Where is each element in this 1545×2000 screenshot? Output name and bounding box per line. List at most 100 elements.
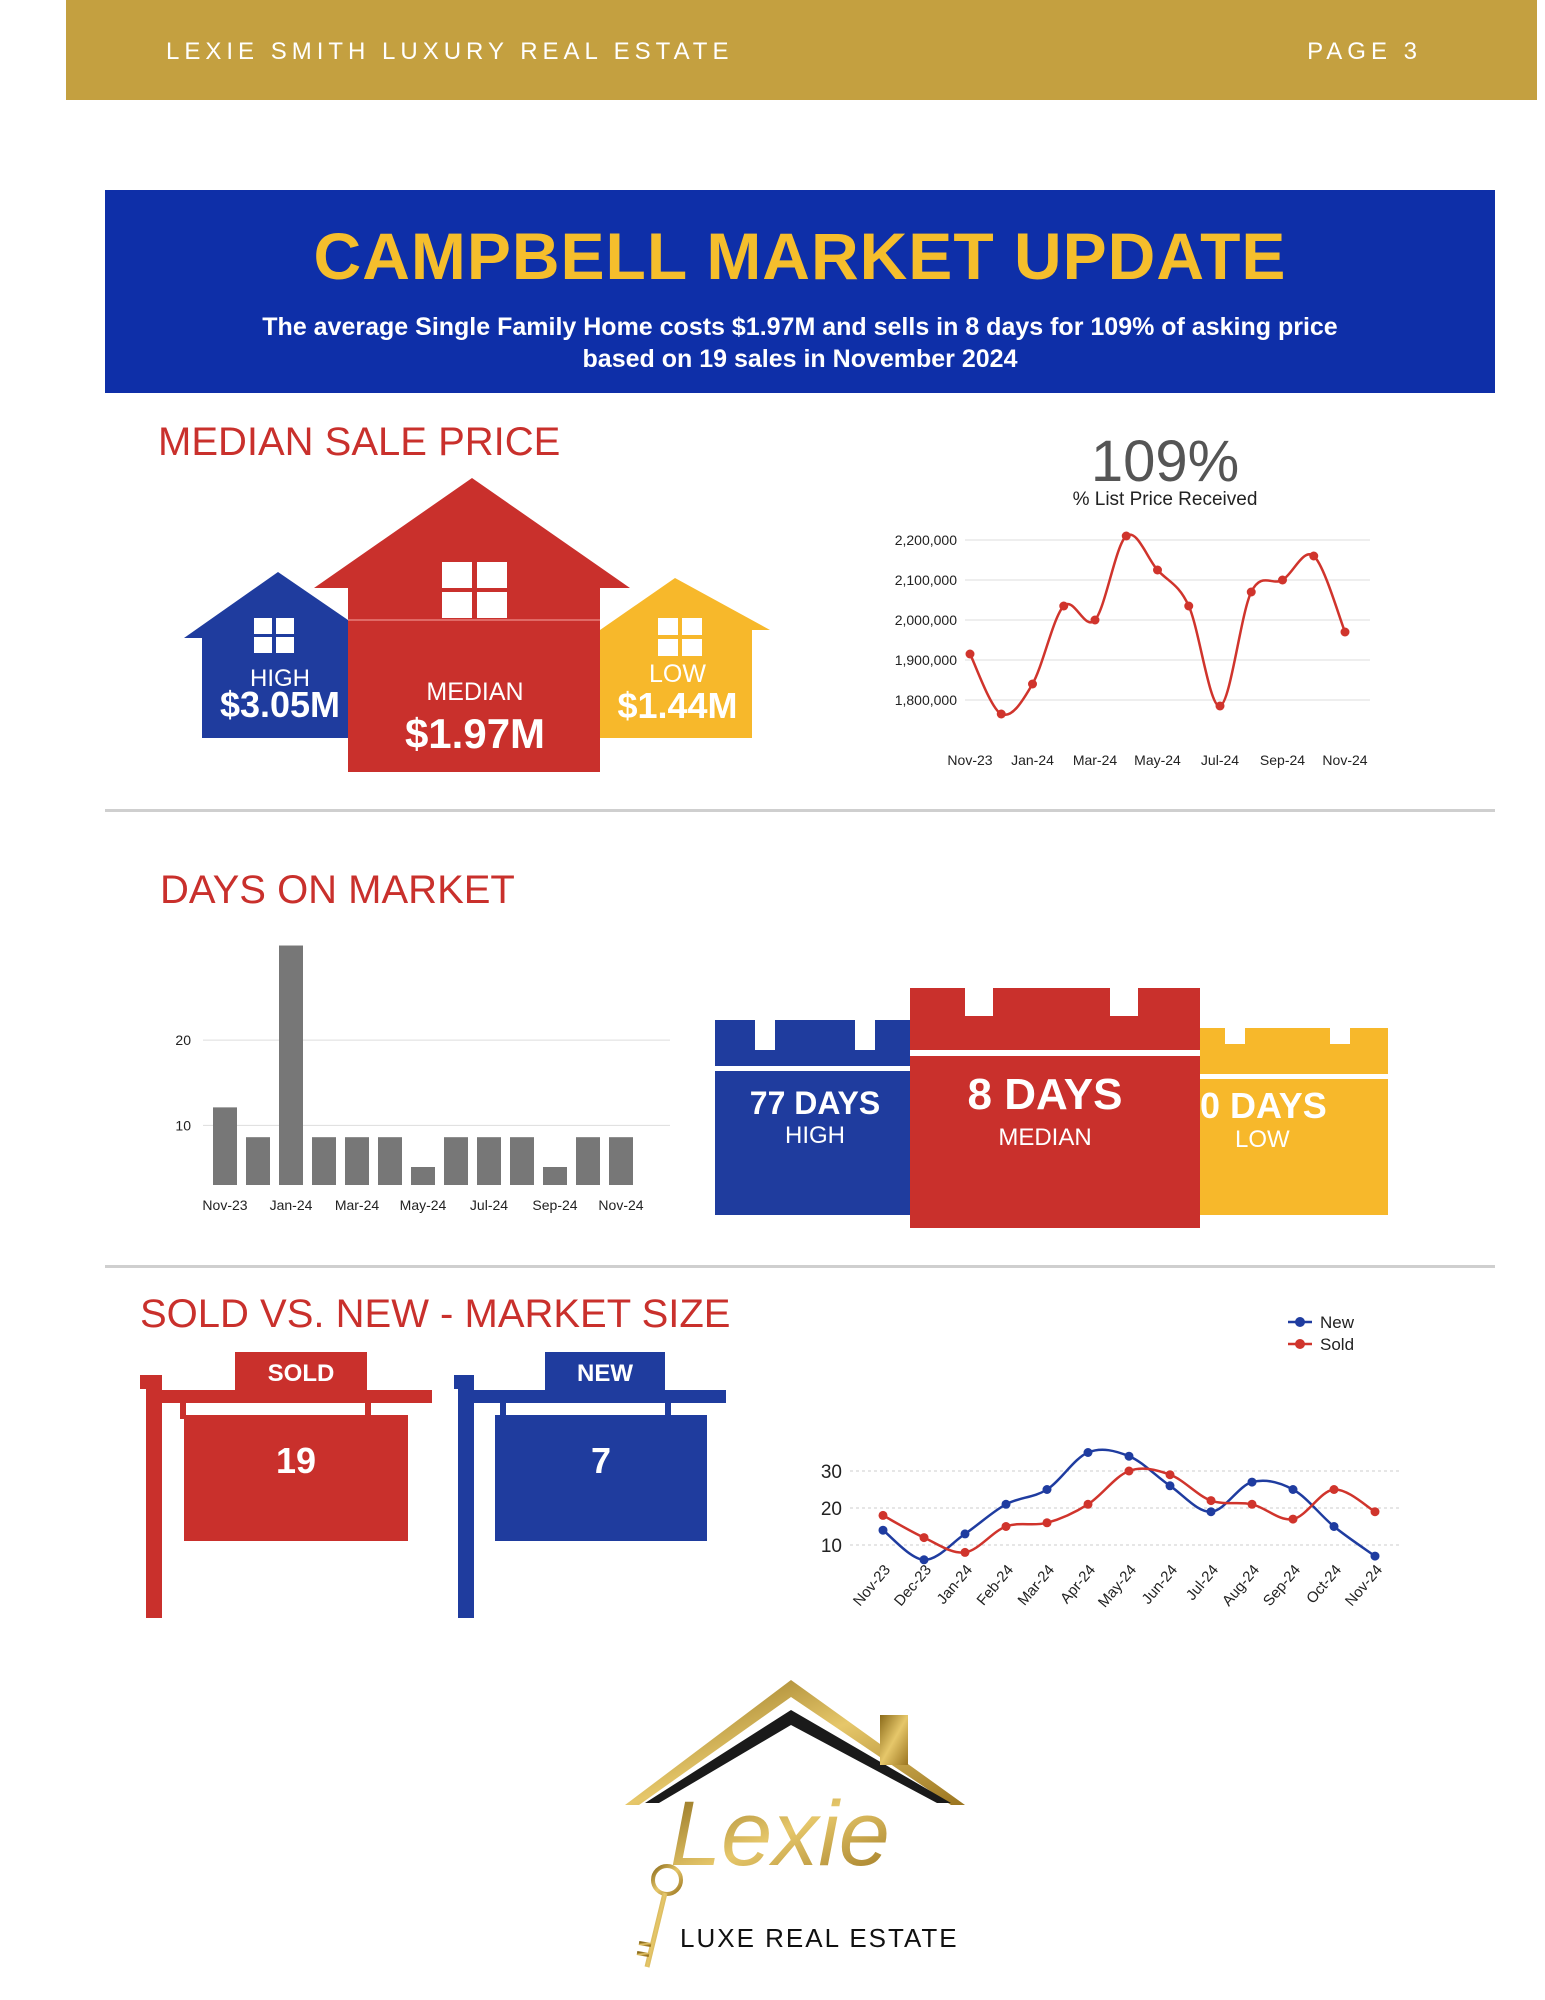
- data-point: [1121, 531, 1131, 541]
- data-point: [1206, 1507, 1216, 1517]
- price-series-line: [968, 533, 1347, 717]
- x-tick-label: Jan-24: [1011, 752, 1054, 768]
- list-price-pct-caption: % List Price Received: [1072, 489, 1258, 510]
- days-on-market-title: DAYS ON MARKET: [160, 868, 515, 912]
- market-update-banner: CAMPBELL MARKET UPDATE The average Singl…: [105, 190, 1495, 393]
- bar: [543, 1167, 567, 1185]
- sold-count: 19: [275, 1440, 317, 1481]
- x-tick-label: Nov-23: [947, 752, 992, 768]
- dom-low-value: 0 DAYS: [1200, 1085, 1327, 1126]
- section-divider: [105, 1265, 1495, 1268]
- data-point: [996, 709, 1006, 719]
- new-sign-label: NEW: [577, 1360, 633, 1387]
- data-point: [1124, 1451, 1134, 1461]
- x-tick-label: Oct-24: [1303, 1562, 1345, 1607]
- page-number: PAGE 3: [1307, 38, 1422, 65]
- data-point: [960, 1529, 970, 1539]
- dom-median-value: 8 DAYS: [967, 1070, 1123, 1119]
- data-point: [1309, 551, 1319, 561]
- x-tick-label: Sep-24: [1260, 1562, 1304, 1610]
- x-tick-label: Mar-24: [335, 1197, 380, 1213]
- sold-sign-icon: [184, 1415, 408, 1541]
- section-divider: [105, 809, 1495, 812]
- high-price-label: HIGH: [250, 665, 310, 692]
- data-point: [1124, 1466, 1134, 1476]
- data-point: [1206, 1496, 1216, 1506]
- logo-tagline: LUXE REAL ESTATE: [680, 1923, 959, 1953]
- bar: [213, 1107, 237, 1185]
- y-tick-label: 10: [175, 1117, 191, 1133]
- list-price-pct: 109%: [1090, 429, 1240, 494]
- data-point: [1370, 1551, 1380, 1561]
- header-bar: LEXIE SMITH LUXURY REAL ESTATE PAGE 3: [66, 0, 1537, 100]
- data-point: [1184, 601, 1194, 611]
- sold-sign-label: SOLD: [267, 1360, 335, 1387]
- bar: [345, 1137, 369, 1185]
- banner-title: CAMPBELL MARKET UPDATE: [313, 219, 1287, 293]
- x-tick-label: Dec-23: [891, 1562, 935, 1610]
- data-point: [1042, 1485, 1052, 1494]
- median-sale-price-title: MEDIAN SALE PRICE: [158, 420, 561, 464]
- calendars-graphic: [715, 980, 1388, 1228]
- median-price-label: MEDIAN: [426, 678, 524, 706]
- data-point: [1247, 1477, 1257, 1487]
- bar: [246, 1137, 270, 1185]
- data-point: [1278, 575, 1287, 585]
- data-point: [1247, 1499, 1257, 1509]
- days-on-market-chart: 10 20 Nov-23 Jan-24 Mar-24 May-24 Jul-24 Sep-24…: [175, 945, 670, 1213]
- bar: [279, 945, 303, 1185]
- brand-name: LEXIE SMITH LUXURY REAL ESTATE: [166, 38, 734, 65]
- data-point: [1090, 615, 1100, 625]
- high-calendar-icon: [715, 1020, 915, 1215]
- data-point: [919, 1533, 929, 1543]
- x-tick-label: Nov-24: [1322, 752, 1367, 768]
- banner-subtitle-line-1: The average Single Family Home costs $1.…: [262, 313, 1338, 341]
- low-price-label: LOW: [649, 660, 706, 688]
- dom-high-label: HIGH: [785, 1122, 845, 1149]
- bar: [510, 1137, 534, 1185]
- x-tick-label: Nov-23: [202, 1197, 247, 1213]
- x-tick-label: Sep-24: [532, 1197, 577, 1213]
- data-point: [1288, 1485, 1298, 1494]
- x-tick-label: Jul-24: [1201, 752, 1239, 768]
- data-point: [1059, 601, 1069, 611]
- data-point: [1246, 587, 1256, 597]
- x-tick-label: May-24: [400, 1197, 447, 1213]
- y-tick-label: 20: [821, 1499, 842, 1520]
- data-point: [1288, 1514, 1298, 1524]
- y-tick-label: 1,800,000: [895, 692, 957, 708]
- y-tick-label: 20: [175, 1032, 191, 1048]
- x-tick-label: Jan-24: [270, 1197, 313, 1213]
- legend-label-new: New: [1320, 1313, 1355, 1332]
- data-point: [1083, 1448, 1093, 1457]
- logo-mark-icon: Lexie LUXE REAL ESTATE: [625, 1680, 965, 1968]
- bar: [609, 1137, 633, 1185]
- dom-high-value: 77 DAYS: [749, 1085, 881, 1121]
- y-tick-label: 1,900,000: [895, 652, 957, 668]
- data-point: [1001, 1522, 1011, 1531]
- x-tick-label: May-24: [1134, 752, 1181, 768]
- data-point: [1153, 565, 1162, 575]
- data-point: [1165, 1481, 1175, 1491]
- data-point: [919, 1555, 929, 1565]
- legend-marker: [1295, 1317, 1305, 1327]
- x-tick-label: Aug-24: [1219, 1562, 1263, 1610]
- data-point: [1083, 1499, 1093, 1509]
- y-tick-label: 10: [821, 1536, 842, 1557]
- x-tick-label: Jan-24: [934, 1562, 977, 1608]
- y-tick-label: 2,000,000: [895, 612, 957, 628]
- x-tick-label: Mar-24: [1073, 752, 1118, 768]
- signs-graphic: [140, 1352, 726, 1618]
- bar: [444, 1137, 468, 1185]
- x-tick-label: Mar-24: [1014, 1562, 1058, 1609]
- bar: [411, 1167, 435, 1185]
- data-point: [1001, 1499, 1011, 1509]
- legend-label-sold: Sold: [1320, 1335, 1354, 1354]
- bar: [378, 1137, 402, 1185]
- data-point: [1329, 1485, 1339, 1494]
- data-point: [1042, 1518, 1052, 1528]
- new-count: 7: [590, 1440, 612, 1481]
- new-sign-icon: [495, 1415, 707, 1541]
- data-point: [965, 649, 975, 659]
